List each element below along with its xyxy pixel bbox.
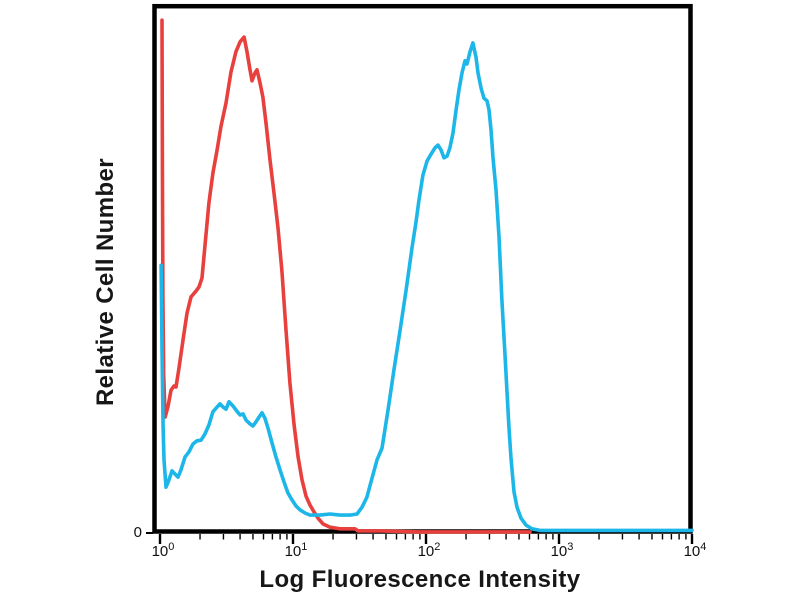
y-axis-zero-label: 0: [133, 524, 142, 541]
cyan-curve: [159, 41, 694, 533]
series-paths: [159, 18, 694, 534]
x-axis-title: Log Fluorescence Intensity: [259, 566, 581, 593]
red-curve: [160, 18, 532, 534]
plot-frame: [152, 3, 693, 534]
y-axis-title: Relative Cell Number: [92, 157, 119, 407]
x-tick-label-10e1: 101: [284, 541, 308, 560]
x-tick-label-10e3: 103: [550, 541, 574, 560]
x-axis-ticks: [158, 534, 694, 544]
x-tick-label-10e0: 100: [151, 541, 175, 560]
x-tick-label-10e2: 102: [417, 541, 441, 560]
x-tick-label-10e4: 104: [683, 541, 707, 560]
